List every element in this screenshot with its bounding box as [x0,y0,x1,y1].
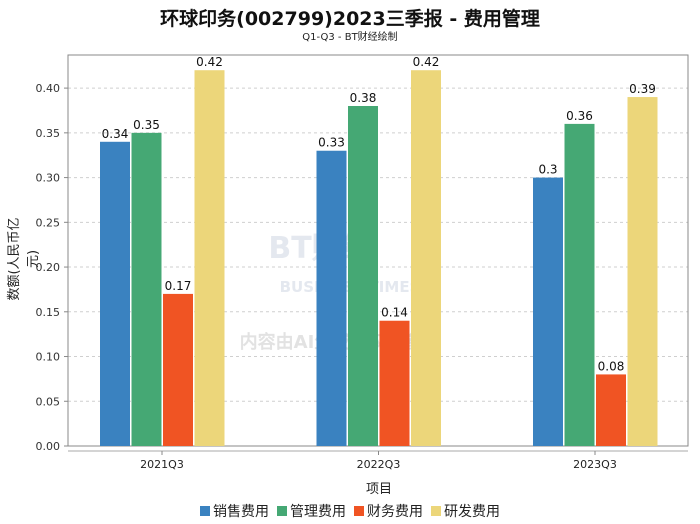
data-label: 0.33 [318,136,345,150]
legend-label: 管理费用 [290,504,346,520]
y-axis-label: 数额(人民币亿元) [7,217,41,301]
bar-0-1 [316,150,347,446]
legend-label: 财务费用 [367,504,423,520]
bar-2-2 [596,374,626,446]
y-tick-label: 0.20 [36,261,61,274]
data-label: 0.08 [598,359,625,373]
y-tick-label: 0.40 [36,82,61,95]
bar-3-0 [194,70,225,447]
bar-2-0 [163,293,193,446]
data-label: 0.38 [350,91,377,105]
y-tick-label: 0.35 [36,127,61,140]
bar-2-1 [379,320,410,446]
bar-3-2 [627,97,658,446]
bar-3-1 [411,70,441,447]
legend-swatch [431,506,441,516]
y-tick-label: 0.10 [36,351,61,364]
data-label: 0.34 [102,127,129,141]
data-label: 0.35 [133,118,160,132]
legend-item[interactable]: 管理费用 [277,501,346,521]
x-axis-label: 项目 [365,482,392,497]
legend-label: 销售费用 [213,504,269,520]
chart-subtitle: Q1-Q3 - BT财经绘制 [302,32,398,43]
y-tick-label: 0.15 [36,306,61,319]
y-tick-label: 0.30 [36,172,61,185]
x-tick-label: 2022Q3 [357,458,401,471]
legend-swatch [354,506,364,516]
x-tick-label: 2023Q3 [573,458,617,471]
bar-1-2 [564,123,595,446]
y-tick-label: 0.05 [36,395,61,408]
y-tick-label: 0.00 [36,440,61,453]
bar-0-0 [100,141,130,446]
data-label: 0.39 [629,82,656,96]
data-label: 0.42 [196,55,223,69]
bar-1-1 [348,106,378,446]
legend-item[interactable]: 销售费用 [200,501,269,521]
data-label: 0.3 [538,163,557,177]
legend-swatch [277,506,287,516]
chart-title: 环球印务(002799)2023三季报 - 费用管理 [160,8,540,30]
x-tick-label: 2021Q3 [140,458,184,471]
data-label: 0.42 [413,55,440,69]
legend-label: 研发费用 [444,504,500,520]
data-label: 0.17 [165,279,192,293]
y-tick-label: 0.25 [36,216,61,229]
bar-0-2 [533,177,563,446]
bar-1-0 [131,132,162,446]
data-label: 0.14 [381,306,408,320]
legend-swatch [200,506,210,516]
legend: 销售费用 管理费用 财务费用 研发费用 [0,501,700,521]
legend-item[interactable]: 财务费用 [354,501,423,521]
data-label: 0.36 [566,109,593,123]
legend-item[interactable]: 研发费用 [431,501,500,521]
